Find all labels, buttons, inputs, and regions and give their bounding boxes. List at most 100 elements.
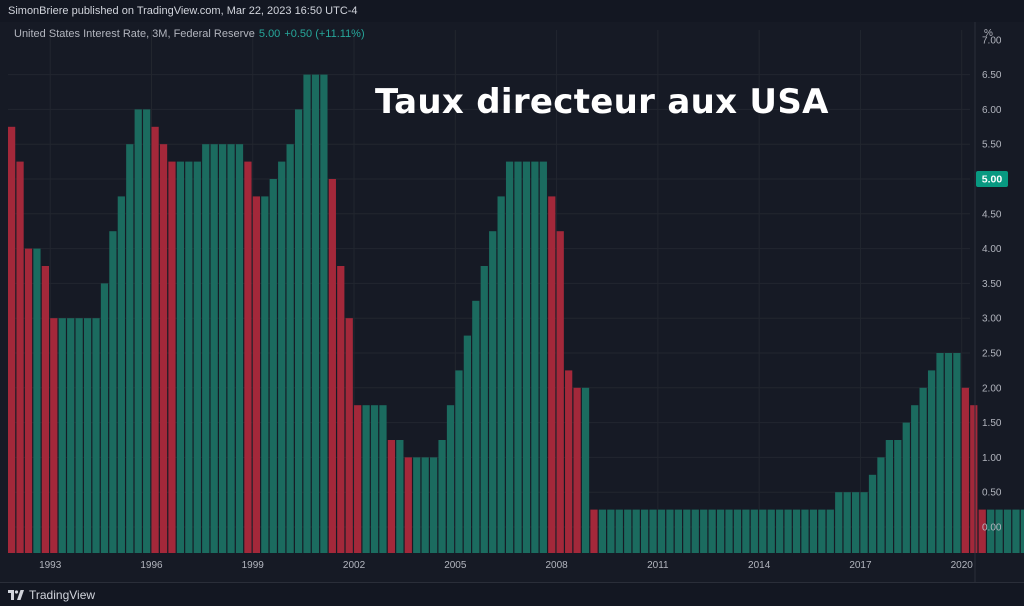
rate-bar[interactable] xyxy=(168,161,176,553)
rate-bar[interactable] xyxy=(337,266,345,553)
rate-bar[interactable] xyxy=(252,196,260,553)
rate-bar[interactable] xyxy=(767,509,775,553)
rate-bar[interactable] xyxy=(489,231,497,553)
rate-bar[interactable] xyxy=(700,509,708,553)
rate-bar[interactable] xyxy=(438,440,446,553)
rate-bar[interactable] xyxy=(995,509,1003,553)
rate-bar[interactable] xyxy=(961,387,969,553)
rate-bar[interactable] xyxy=(852,492,860,553)
rate-bar[interactable] xyxy=(801,509,809,553)
rate-bar[interactable] xyxy=(8,126,16,554)
rate-bar[interactable] xyxy=(565,370,573,553)
rate-bar[interactable] xyxy=(835,492,843,553)
rate-bar[interactable] xyxy=(480,266,488,553)
rate-bar[interactable] xyxy=(33,248,41,553)
rate-bar[interactable] xyxy=(505,161,514,553)
rate-bar[interactable] xyxy=(345,318,353,553)
rate-bar[interactable] xyxy=(539,161,547,553)
rate-bar[interactable] xyxy=(556,231,564,553)
rate-bar[interactable] xyxy=(548,196,556,553)
rate-bar[interactable] xyxy=(92,318,100,553)
rate-bar[interactable] xyxy=(708,509,716,553)
rate-bar[interactable] xyxy=(354,405,362,553)
rate-bar[interactable] xyxy=(261,196,269,553)
rate-bar[interactable] xyxy=(632,509,640,553)
rate-bar[interactable] xyxy=(826,509,834,553)
rate-bar[interactable] xyxy=(41,266,49,553)
rate-bar[interactable] xyxy=(581,387,590,553)
rate-bar[interactable] xyxy=(286,144,294,553)
rate-bar[interactable] xyxy=(1012,509,1020,553)
rate-bar[interactable] xyxy=(463,335,471,553)
rate-bar[interactable] xyxy=(126,144,134,553)
rate-bar[interactable] xyxy=(944,353,953,553)
rate-bar[interactable] xyxy=(16,161,24,553)
rate-bar[interactable] xyxy=(50,318,58,553)
rate-bar[interactable] xyxy=(269,179,277,553)
rate-bar[interactable] xyxy=(303,74,311,553)
rate-bar[interactable] xyxy=(531,161,539,553)
rate-bar[interactable] xyxy=(235,144,244,553)
rate-bar[interactable] xyxy=(657,509,666,553)
rate-bar[interactable] xyxy=(894,440,902,553)
rate-bar[interactable] xyxy=(497,196,505,553)
rate-bar[interactable] xyxy=(725,509,733,553)
rate-chart[interactable]: 0.00 0.50 1.00 1.50 2.00 2.50 3.00 3.50 4.00 4.50… xyxy=(0,22,1024,582)
rate-bar[interactable] xyxy=(430,457,438,553)
rate-bar[interactable] xyxy=(396,440,404,553)
rate-bar[interactable] xyxy=(987,509,995,553)
rate-bar[interactable] xyxy=(1003,509,1012,553)
rate-bar[interactable] xyxy=(953,353,961,553)
rate-bar[interactable] xyxy=(227,144,235,553)
chart-area[interactable]: 0.00 0.50 1.00 1.50 2.00 2.50 3.00 3.50 4.00 4.50… xyxy=(0,22,1024,582)
rate-bar[interactable] xyxy=(598,509,607,553)
rate-bar[interactable] xyxy=(691,509,699,553)
rate-bar[interactable] xyxy=(75,318,83,553)
rate-bar[interactable] xyxy=(446,405,455,553)
rate-bar[interactable] xyxy=(362,405,370,553)
rate-bar[interactable] xyxy=(818,509,826,553)
rate-bar[interactable] xyxy=(522,161,531,553)
rate-bar[interactable] xyxy=(472,300,480,553)
rate-bar[interactable] xyxy=(134,109,142,554)
rate-bar[interactable] xyxy=(219,144,227,553)
rate-bar[interactable] xyxy=(514,161,522,553)
rate-bar[interactable] xyxy=(100,283,109,553)
rate-bar[interactable] xyxy=(24,248,33,553)
rate-bar[interactable] xyxy=(294,109,303,554)
rate-bar[interactable] xyxy=(877,457,885,553)
rate-bar[interactable] xyxy=(404,457,412,553)
rate-bar[interactable] xyxy=(455,370,463,553)
rate-bar[interactable] xyxy=(868,474,877,553)
rate-bar[interactable] xyxy=(328,179,336,553)
rate-bar[interactable] xyxy=(311,74,320,553)
rate-bar[interactable] xyxy=(860,492,868,553)
rate-bar[interactable] xyxy=(733,509,742,553)
rate-bar[interactable] xyxy=(683,509,691,553)
rate-bar[interactable] xyxy=(67,318,75,553)
rate-bar[interactable] xyxy=(58,318,66,553)
rate-bar[interactable] xyxy=(278,161,286,553)
rate-bar[interactable] xyxy=(674,509,682,553)
rate-bar[interactable] xyxy=(649,509,657,553)
rate-bar[interactable] xyxy=(792,509,801,553)
rate-bar[interactable] xyxy=(159,144,168,553)
rate-bar[interactable] xyxy=(911,405,919,553)
rate-bar[interactable] xyxy=(413,457,421,553)
rate-bar[interactable] xyxy=(83,318,92,553)
rate-bar[interactable] xyxy=(809,509,818,553)
rate-bar[interactable] xyxy=(641,509,649,553)
rate-bar[interactable] xyxy=(244,161,252,553)
rate-bar[interactable] xyxy=(320,74,328,553)
tradingview-logo[interactable]: TradingView xyxy=(8,586,95,604)
rate-bar[interactable] xyxy=(202,144,210,553)
rate-bar[interactable] xyxy=(970,405,978,553)
rate-bar[interactable] xyxy=(919,387,927,553)
bar-series[interactable] xyxy=(8,74,1024,554)
rate-bar[interactable] xyxy=(421,457,429,553)
rate-bar[interactable] xyxy=(151,126,159,554)
x-axis[interactable]: 1993 1996 1999 2002 2005 2008 2011 2014 2017 2020… xyxy=(39,560,1024,571)
rate-bar[interactable] xyxy=(109,231,117,553)
rate-bar[interactable] xyxy=(176,161,185,553)
rate-bar[interactable] xyxy=(615,509,623,553)
